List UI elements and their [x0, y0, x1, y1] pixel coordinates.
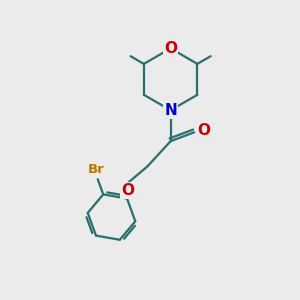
Text: Br: Br: [88, 163, 105, 176]
Text: O: O: [164, 41, 177, 56]
Text: N: N: [164, 103, 177, 118]
Text: O: O: [197, 123, 210, 138]
Text: O: O: [122, 183, 134, 198]
